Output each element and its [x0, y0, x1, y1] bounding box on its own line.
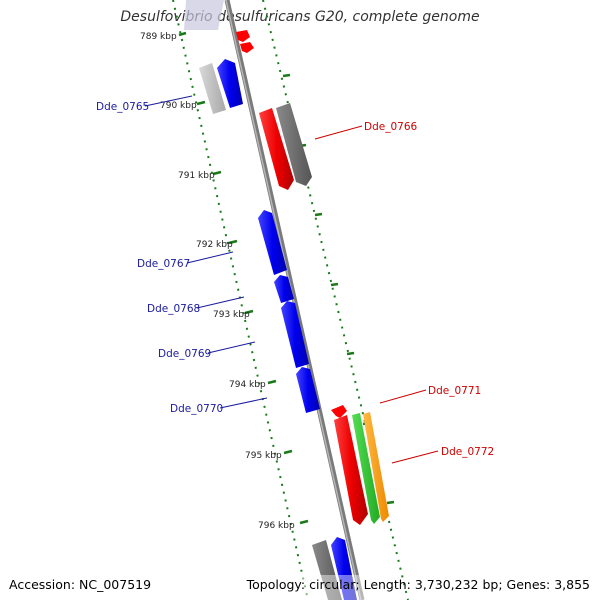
gene-label-Dde_0768[interactable]: Dde_0768	[147, 303, 200, 315]
gene-gray-bottom[interactable]	[312, 540, 342, 600]
gene-label-Dde_0766[interactable]: Dde_0766	[364, 121, 418, 133]
gene-Dde_0765[interactable]	[217, 59, 243, 108]
gene-green[interactable]	[352, 413, 380, 524]
gene-labels: Dde_0765 Dde_0766 Dde_0767 Dde_0768 Dde_…	[96, 101, 494, 458]
gene-label-Dde_0769[interactable]: Dde_0769	[158, 348, 211, 360]
gene-Dde_0770[interactable]	[296, 367, 320, 413]
kbp-labels: 789 kbp 790 kbp 791 kbp 792 kbp 793 kbp …	[140, 32, 295, 531]
fade-bottom	[300, 575, 380, 600]
gene-small-red-2[interactable]	[240, 42, 254, 53]
genome-backbone	[224, 0, 365, 600]
gene-blue-bottom[interactable]	[331, 537, 357, 600]
gene-label-Dde_0767[interactable]: Dde_0767	[137, 258, 190, 270]
gene-Dde_0771[interactable]	[331, 405, 347, 418]
tick-label: 796 kbp	[258, 521, 295, 531]
topology-text: Topology: circular; Length: 3,730,232 bp…	[246, 577, 590, 592]
gene-Dde_0767[interactable]	[258, 210, 287, 275]
gene-Dde_0768[interactable]	[274, 275, 294, 303]
tick-label: 789 kbp	[140, 32, 177, 42]
gene-gray-light[interactable]	[199, 63, 226, 114]
accession-text: Accession: NC_007519	[9, 577, 152, 592]
gene-label-Dde_0772[interactable]: Dde_0772	[441, 446, 494, 458]
tick-label: 795 kbp	[245, 451, 282, 461]
gene-Dde_0766-red[interactable]	[259, 108, 294, 190]
tick-label: 791 kbp	[178, 171, 215, 181]
leader-lines	[144, 95, 439, 464]
gene-Dde_0766-gray[interactable]	[276, 103, 312, 186]
gene-label-Dde_0771[interactable]: Dde_0771	[428, 385, 481, 397]
tick-label: 794 kbp	[229, 380, 266, 390]
tick-label: 793 kbp	[213, 310, 250, 320]
gene-orange[interactable]	[363, 412, 389, 522]
gene-label-Dde_0770[interactable]: Dde_0770	[170, 403, 223, 415]
tick-label: 790 kbp	[160, 101, 197, 111]
gene-small-red-1[interactable]	[236, 30, 250, 42]
tick-label: 792 kbp	[196, 240, 233, 250]
gene-Dde_0772[interactable]	[334, 415, 368, 525]
gene-label-Dde_0765[interactable]: Dde_0765	[96, 101, 149, 113]
left-tick-track	[172, 0, 309, 600]
gene-Dde_0769[interactable]	[281, 301, 309, 368]
gene-faded-top[interactable]	[184, 0, 224, 30]
major-ticks	[178, 31, 309, 525]
